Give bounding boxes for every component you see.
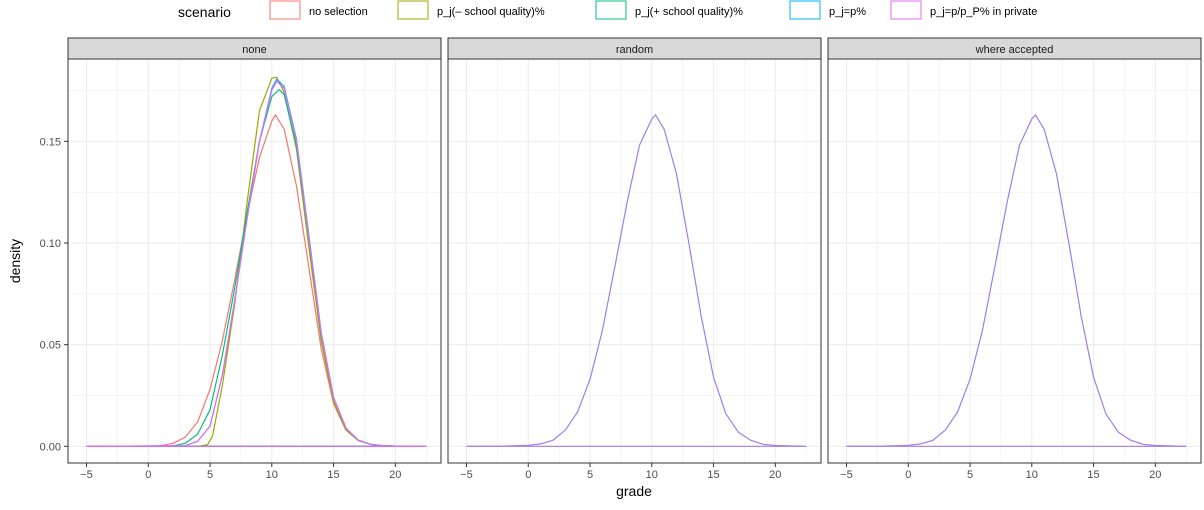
x-tick-label: 20 [769, 469, 781, 481]
panel-border [67, 58, 442, 464]
x-tick-label: 5 [207, 469, 213, 481]
x-tick-label: 0 [905, 469, 911, 481]
legend-key-p-j-school-quality [397, 0, 429, 20]
panel-border [827, 58, 1202, 464]
plot-area [448, 59, 821, 463]
panel-where-accepted: where accepted −5 0 5 10 15 20 [827, 37, 1202, 481]
panel-none: none −5 0 5 10 15 20 0.00 0.05 0.10 0.15 [40, 37, 442, 481]
panel-title: where accepted [975, 44, 1054, 56]
legend-label: p_j(+ school quality)% [635, 6, 743, 18]
x-tick-label: −5 [460, 469, 473, 481]
legend-item-p-j-school-quality: p_j(+ school quality)% [595, 0, 743, 20]
x-tick-label: 0 [145, 469, 151, 481]
x-axis: −5 0 5 10 15 20 [840, 463, 1161, 481]
plot-area [828, 59, 1201, 463]
x-tick-label: −5 [80, 469, 93, 481]
legend-label: p_j(– school quality)% [437, 6, 545, 18]
legend-title: scenario [178, 4, 231, 20]
panel-random: random −5 0 5 10 15 20 [447, 37, 822, 481]
legend-key-p-j-p-p-p-in-private [890, 0, 922, 20]
x-tick-label: 15 [1087, 469, 1099, 481]
legend-label: p_j=p% [829, 6, 866, 18]
x-tick-label: 10 [646, 469, 658, 481]
x-axis: −5 0 5 10 15 20 [80, 463, 401, 481]
x-tick-label: 15 [327, 469, 339, 481]
x-tick-label: 10 [266, 469, 278, 481]
x-tick-label: 0 [525, 469, 531, 481]
x-tick-label: 20 [389, 469, 401, 481]
x-tick-label: 5 [967, 469, 973, 481]
legend-label: no selection [309, 6, 368, 18]
legend-item-no-selection: no selection [269, 0, 368, 20]
series-line-all-scenarios [846, 114, 1187, 447]
y-tick-label: 0.00 [40, 441, 61, 453]
y-tick-label: 0.10 [40, 238, 61, 250]
gridlines [68, 59, 441, 463]
panel-border [447, 58, 822, 464]
legend-key-p-j-school-quality [595, 0, 627, 20]
x-tick-label: −5 [840, 469, 853, 481]
series-line-p-j-p-p-p-in-private [86, 80, 427, 447]
y-tick-label: 0.15 [40, 136, 61, 148]
x-tick-label: 20 [1149, 469, 1161, 481]
legend-key-no-selection [269, 0, 301, 20]
plot-area [68, 59, 441, 463]
x-axis-title: grade [616, 483, 652, 499]
legend-label: p_j=p/p_P% in private [930, 6, 1037, 18]
legend: scenario no selection p_j(– school quality… [178, 0, 1037, 20]
legend-item-p-j-school-quality: p_j(– school quality)% [397, 0, 545, 20]
x-tick-label: 5 [587, 469, 593, 481]
series-line-all-scenarios [466, 114, 807, 447]
legend-item-p-j-p: p_j=p% [789, 0, 866, 20]
x-axis: −5 0 5 10 15 20 [460, 463, 781, 481]
y-axis-title: density [7, 239, 23, 283]
panel-title: random [616, 44, 653, 56]
x-tick-label: 15 [707, 469, 719, 481]
legend-item-p-j-p-p-p-in-private: p_j=p/p_P% in private [890, 0, 1037, 20]
y-tick-label: 0.05 [40, 340, 61, 352]
legend-key-p-j-p [789, 0, 821, 20]
y-axis: 0.00 0.05 0.10 0.15 [40, 136, 68, 453]
x-tick-label: 10 [1026, 469, 1038, 481]
panel-title: none [242, 44, 266, 56]
